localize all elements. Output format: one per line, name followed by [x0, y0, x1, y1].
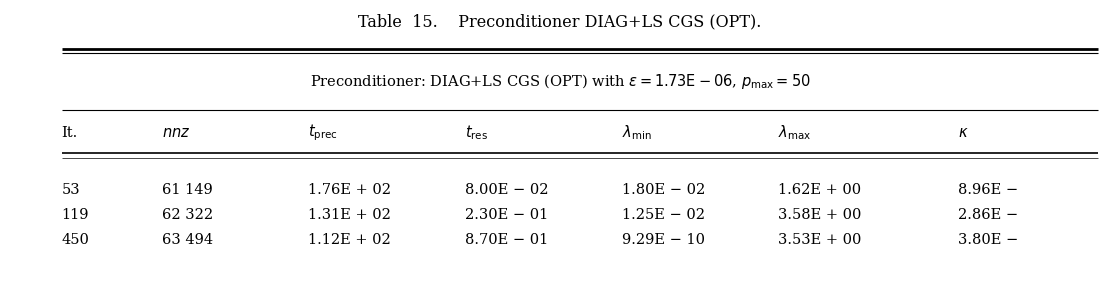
Text: 119: 119 [62, 208, 90, 222]
Text: 53: 53 [62, 183, 81, 197]
Text: $t_{\mathrm{prec}}$: $t_{\mathrm{prec}}$ [308, 123, 338, 143]
Text: 450: 450 [62, 233, 90, 247]
Text: 61 149: 61 149 [162, 183, 213, 197]
Text: It.: It. [62, 126, 78, 140]
Text: 1.76E + 02: 1.76E + 02 [308, 183, 391, 197]
Text: $t_{\mathrm{res}}$: $t_{\mathrm{res}}$ [465, 124, 488, 142]
Text: Table  15.    Preconditioner DIAG+LS CGS (OPT).: Table 15. Preconditioner DIAG+LS CGS (OP… [358, 14, 762, 30]
Text: $nnz$: $nnz$ [162, 126, 190, 140]
Text: $\lambda_{\mathrm{min}}$: $\lambda_{\mathrm{min}}$ [622, 124, 652, 142]
Text: 3.53E + 00: 3.53E + 00 [778, 233, 861, 247]
Text: 2.30E − 01: 2.30E − 01 [465, 208, 548, 222]
Text: 63 494: 63 494 [162, 233, 214, 247]
Text: 1.12E + 02: 1.12E + 02 [308, 233, 391, 247]
Text: 9.29E − 10: 9.29E − 10 [622, 233, 704, 247]
Text: 8.70E − 01: 8.70E − 01 [465, 233, 548, 247]
Text: 1.80E − 02: 1.80E − 02 [622, 183, 704, 197]
Text: 2.86E −: 2.86E − [958, 208, 1018, 222]
Text: 3.80E −: 3.80E − [958, 233, 1018, 247]
Text: 3.58E + 00: 3.58E + 00 [778, 208, 861, 222]
Text: 1.31E + 02: 1.31E + 02 [308, 208, 391, 222]
Text: 1.25E − 02: 1.25E − 02 [622, 208, 704, 222]
Text: Preconditioner: DIAG+LS CGS (OPT) with $\varepsilon = 1.73\mathrm{E} - 06$, $p_{: Preconditioner: DIAG+LS CGS (OPT) with $… [309, 72, 811, 91]
Text: 8.96E −: 8.96E − [958, 183, 1018, 197]
Text: 62 322: 62 322 [162, 208, 214, 222]
Text: 8.00E − 02: 8.00E − 02 [465, 183, 549, 197]
Text: $\lambda_{\mathrm{max}}$: $\lambda_{\mathrm{max}}$ [778, 124, 812, 142]
Text: 1.62E + 00: 1.62E + 00 [778, 183, 861, 197]
Text: $\kappa$: $\kappa$ [958, 126, 968, 140]
